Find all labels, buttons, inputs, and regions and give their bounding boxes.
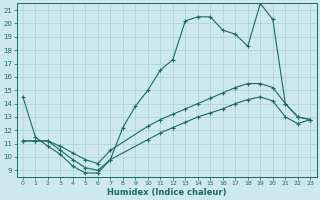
X-axis label: Humidex (Indice chaleur): Humidex (Indice chaleur) (107, 188, 226, 197)
